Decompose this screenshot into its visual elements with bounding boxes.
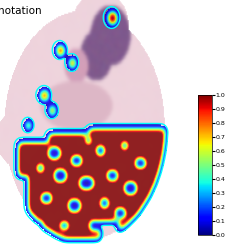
Text: notation: notation bbox=[0, 6, 42, 16]
